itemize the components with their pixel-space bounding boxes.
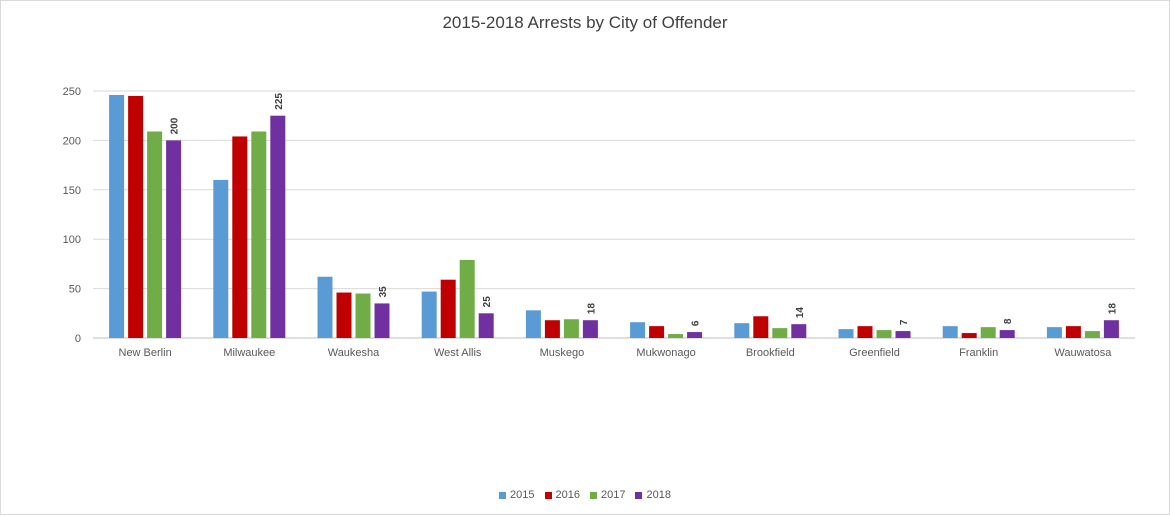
data-label: 14 [795, 307, 806, 319]
x-tick-label: Franklin [959, 347, 998, 359]
bar-2018 [166, 140, 182, 338]
bar-2015 [942, 326, 958, 338]
bar-2018 [582, 320, 598, 338]
bar-2017 [355, 293, 371, 338]
data-label: 18 [586, 303, 597, 315]
legend-label: 2018 [646, 489, 671, 501]
legend-swatch [635, 491, 643, 499]
x-tick-label: Wauwatosa [1054, 347, 1112, 359]
bar-2016 [440, 279, 456, 338]
y-tick-label: 0 [75, 333, 81, 345]
bar-2016 [1065, 326, 1081, 338]
bar-2016 [232, 136, 248, 338]
data-label: 8 [1003, 318, 1014, 324]
bar-2015 [734, 323, 750, 338]
legend-swatch [499, 491, 507, 499]
bar-2017 [459, 259, 475, 338]
bar-2017 [147, 131, 163, 338]
bar-2018 [999, 330, 1015, 338]
bar-2018 [478, 313, 494, 338]
bar-2015 [525, 310, 541, 338]
bar-2017 [563, 319, 579, 338]
bar-2016 [649, 326, 665, 338]
legend-item: 2018 [635, 489, 671, 501]
bar-2017 [980, 327, 996, 338]
data-label: 35 [378, 286, 389, 298]
chart-title: 2015-2018 Arrests by City of Offender [442, 13, 728, 32]
y-tick-label: 100 [63, 234, 81, 246]
bar-2015 [213, 179, 229, 338]
x-tick-label: Milwaukee [223, 347, 275, 359]
legend-item: 2016 [544, 489, 580, 501]
legend-item: 2017 [590, 489, 625, 501]
bar-2018 [374, 303, 390, 338]
bar-2017 [876, 330, 892, 338]
bar-2016 [753, 316, 769, 338]
x-tick-label: New Berlin [119, 347, 172, 359]
bar-2016 [128, 95, 144, 338]
x-tick-label: Waukesha [328, 347, 380, 359]
chart-legend: 2015 2016 2017 2018 [1, 489, 1169, 501]
bar-2017 [772, 328, 788, 338]
bar-2016 [336, 292, 352, 338]
bar-2015 [317, 276, 333, 338]
bar-2016 [544, 320, 560, 338]
y-tick-label: 250 [63, 86, 81, 98]
x-tick-label: Muskego [540, 347, 585, 359]
legend-item: 2015 [499, 489, 535, 501]
bar-2017 [1084, 331, 1100, 338]
bar-2015 [838, 329, 854, 338]
bar-2016 [961, 333, 977, 338]
x-tick-label: West Allis [434, 347, 482, 359]
bar-2018 [270, 115, 286, 338]
x-tick-label: Brookfield [746, 347, 795, 359]
bar-2018 [895, 331, 911, 338]
bar-2017 [251, 131, 267, 338]
legend-label: 2017 [601, 489, 626, 501]
data-label: 25 [482, 296, 493, 308]
data-label: 18 [1107, 303, 1118, 315]
bar-2015 [109, 94, 125, 339]
x-tick-label: Greenfield [849, 347, 900, 359]
legend-label: 2015 [510, 489, 535, 501]
bar-2018 [687, 332, 703, 338]
y-tick-label: 50 [69, 284, 81, 296]
data-label: 6 [691, 320, 702, 326]
bar-chart: 0 50 100 150 200 250 New Berlin 200 Milwaukee 225… [63, 86, 1135, 359]
y-tick-label: 200 [63, 135, 81, 147]
legend-swatch [590, 491, 597, 499]
data-label: 200 [170, 117, 181, 134]
bar-2015 [1046, 327, 1062, 338]
bar-2015 [421, 291, 437, 338]
bar-2018 [1103, 320, 1119, 338]
y-tick-label: 150 [63, 185, 81, 197]
bar-2018 [791, 324, 807, 338]
bar-2015 [630, 322, 646, 338]
legend-label: 2016 [555, 489, 580, 501]
legend-swatch [544, 491, 552, 499]
data-label: 7 [899, 319, 910, 325]
x-tick-label: Mukwonago [636, 347, 695, 359]
bar-2017 [668, 334, 684, 338]
bar-2016 [857, 326, 873, 338]
data-label: 225 [274, 93, 285, 110]
